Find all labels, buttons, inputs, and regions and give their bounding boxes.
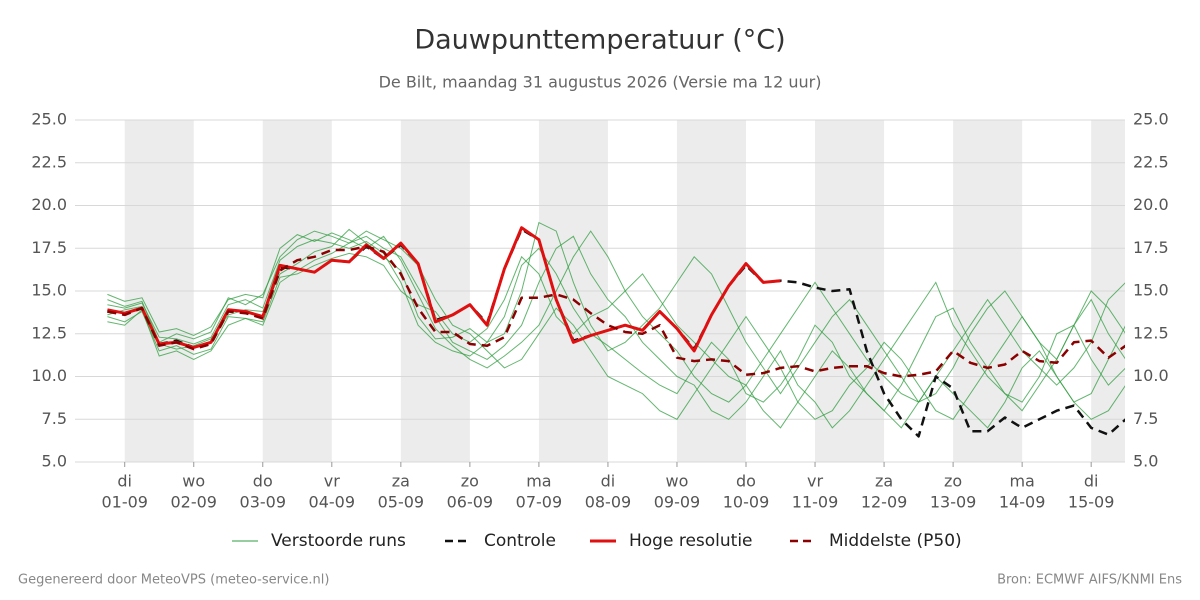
y-tick-label: 15.0 (31, 281, 67, 300)
x-tick-label: wo (182, 472, 205, 491)
x-tick-date: 11-09 (792, 493, 839, 512)
x-tick-label: di (601, 472, 616, 491)
x-tick-date: 03-09 (240, 493, 287, 512)
y2-tick-label: 7.5 (1133, 409, 1158, 428)
ensemble-run (107, 230, 1125, 420)
x-tick-label: ma (1009, 472, 1034, 491)
x-tick-label: vr (324, 472, 340, 491)
x-tick-date: 07-09 (516, 493, 563, 512)
ensemble-run (107, 235, 1125, 429)
y-tick-label: 12.5 (31, 323, 67, 342)
legend-label: Controle (484, 531, 556, 551)
x-tick-label: di (117, 472, 132, 491)
x-tick-date: 04-09 (309, 493, 356, 512)
y2-tick-label: 17.5 (1133, 238, 1169, 257)
x-tick-date: 12-09 (861, 493, 908, 512)
x-tick-label: zo (461, 472, 479, 491)
x-tick-date: 08-09 (585, 493, 632, 512)
x-tick-label: do (253, 472, 273, 491)
y-tick-label: 25.0 (31, 110, 67, 129)
y-tick-label: 22.5 (31, 152, 67, 171)
legend-label: Middelste (P50) (829, 531, 962, 551)
y2-tick-label: 22.5 (1133, 152, 1169, 171)
y-tick-label: 17.5 (31, 238, 67, 257)
x-tick-label: vr (807, 472, 823, 491)
x-tick-label: do (736, 472, 756, 491)
y-tick-label: 10.0 (31, 366, 67, 385)
x-tick-label: zo (944, 472, 962, 491)
footer-right: Bron: ECMWF AIFS/KNMI Ens (997, 573, 1182, 588)
ensemble-run (107, 252, 1125, 403)
plot (107, 221, 1125, 438)
x-tick-date: 10-09 (723, 493, 770, 512)
footer-left: Gegenereerd door MeteoVPS (meteo-service… (18, 573, 329, 588)
x-tick-label: ma (526, 472, 551, 491)
chart-subtitle: De Bilt, maandag 31 augustus 2026 (Versi… (379, 73, 822, 92)
x-tick-label: wo (666, 472, 689, 491)
x-tick-date: 02-09 (170, 493, 217, 512)
legend-label: Verstoorde runs (271, 531, 406, 551)
y2-tick-label: 15.0 (1133, 281, 1169, 300)
x-tick-date: 13-09 (930, 493, 977, 512)
x-tick-label: za (392, 472, 410, 491)
series-line (107, 245, 1125, 378)
x-tick-date: 01-09 (101, 493, 148, 512)
y-tick-label: 5.0 (42, 452, 67, 471)
y2-tick-label: 20.0 (1133, 195, 1169, 214)
x-tick-date: 14-09 (999, 493, 1046, 512)
y2-tick-label: 10.0 (1133, 366, 1169, 385)
x-tick-date: 15-09 (1068, 493, 1115, 512)
ensemble-run (107, 239, 1125, 412)
chart-title: Dauwpunttemperatuur (°C) (414, 25, 785, 56)
legend-label: Hoge resolutie (629, 531, 753, 551)
y2-tick-label: 25.0 (1133, 110, 1169, 129)
y2-tick-label: 12.5 (1133, 323, 1169, 342)
y-tick-label: 7.5 (42, 409, 67, 428)
x-tick-date: 09-09 (654, 493, 701, 512)
y2-tick-label: 5.0 (1133, 452, 1158, 471)
x-tick-date: 06-09 (447, 493, 494, 512)
x-tick-label: di (1084, 472, 1099, 491)
x-tick-label: za (875, 472, 893, 491)
y-tick-label: 20.0 (31, 195, 67, 214)
x-tick-date: 05-09 (378, 493, 425, 512)
